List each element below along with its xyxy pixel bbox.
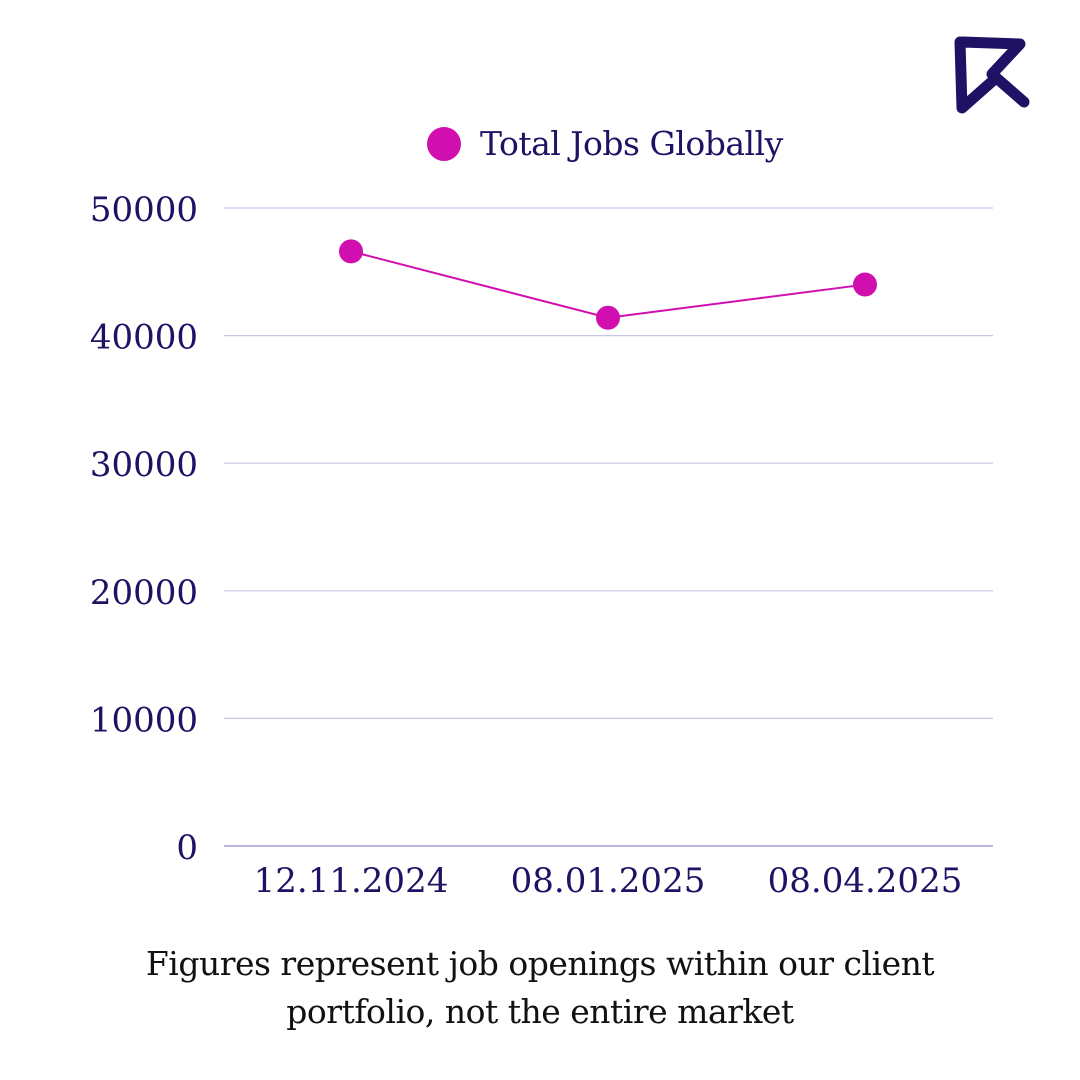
- x-tick-label: 12.11.2024: [254, 861, 449, 901]
- x-axis-tick-labels: 12.11.2024 08.01.2025 08.04.2025: [254, 861, 963, 901]
- legend: Total Jobs Globally: [427, 124, 784, 163]
- y-tick-label: 40000: [90, 318, 198, 358]
- y-axis-tick-labels: 0 10000 20000 30000 40000 50000: [90, 190, 198, 868]
- series-total-jobs: [339, 239, 877, 330]
- data-point: [853, 272, 877, 297]
- footnote: Figures represent job openings within ou…: [145, 944, 935, 1031]
- legend-marker: [427, 127, 461, 161]
- y-tick-label: 50000: [90, 190, 198, 230]
- y-tick-label: 10000: [90, 700, 198, 740]
- x-tick-label: 08.01.2025: [511, 861, 706, 901]
- legend-label: Total Jobs Globally: [480, 124, 784, 163]
- y-tick-label: 0: [176, 828, 198, 868]
- brand-logo-icon: [954, 36, 1030, 114]
- data-point: [596, 305, 620, 330]
- y-tick-label: 30000: [90, 445, 198, 485]
- x-tick-label: 08.04.2025: [768, 861, 963, 901]
- data-point: [339, 239, 363, 264]
- grid-lines: [224, 207, 993, 847]
- y-tick-label: 20000: [90, 573, 198, 613]
